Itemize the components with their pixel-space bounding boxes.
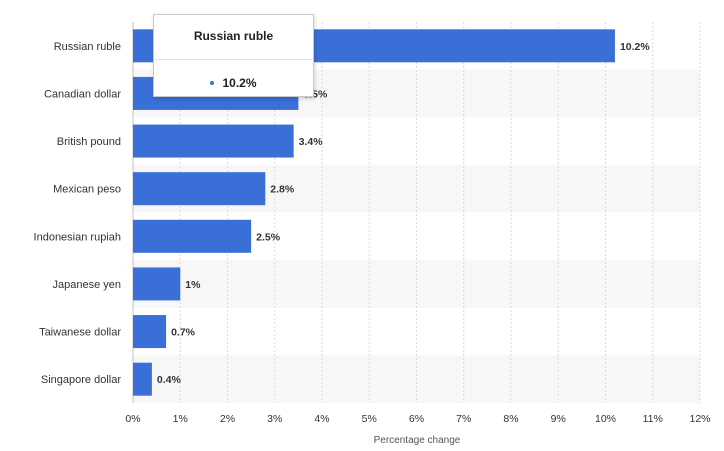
category-label: Singapore dollar: [41, 374, 121, 386]
x-tick-label: 12%: [689, 413, 710, 425]
tooltip-divider: [154, 59, 313, 60]
data-label: 3.4%: [299, 136, 324, 148]
category-label: Indonesian rupiah: [34, 231, 121, 243]
series-dot-icon: [210, 80, 215, 85]
x-tick-label: 2%: [220, 413, 235, 425]
tooltip-value-row: 10.2%: [154, 76, 313, 90]
x-tick-label: 10%: [595, 413, 616, 425]
x-tick-label: 9%: [551, 413, 566, 425]
x-tick-label: 7%: [456, 413, 471, 425]
tooltip-title: Russian ruble: [193, 29, 274, 43]
x-tick-label: 0%: [125, 413, 140, 425]
category-label: Japanese yen: [53, 279, 122, 291]
data-label: 2.8%: [270, 184, 295, 196]
data-label: 0.7%: [171, 327, 196, 339]
x-tick-labels: 0% 1% 2% 3% 4% 5% 6% 7% 8% 9% 10% 11% 12%: [125, 413, 710, 425]
x-tick-label: 3%: [267, 413, 282, 425]
category-label: British pound: [57, 136, 121, 148]
bar[interactable]: [133, 267, 181, 301]
bar[interactable]: [133, 362, 152, 396]
data-labels: 10.2%3.5%3.4%2.8%2.5%1%0.7%0.4%: [157, 41, 650, 386]
tooltip: Russian ruble 10.2%: [153, 14, 314, 97]
category-labels: Russian ruble Canadian dollar British poun…: [34, 41, 122, 386]
data-label: 2.5%: [256, 231, 281, 243]
data-label: 10.2%: [620, 41, 650, 53]
data-label: 1%: [185, 279, 201, 291]
x-tick-label: 6%: [409, 413, 424, 425]
x-tick-label: 5%: [362, 413, 377, 425]
category-label: Russian ruble: [54, 41, 121, 53]
x-axis-title: Percentage change: [374, 435, 461, 446]
bar[interactable]: [133, 219, 252, 253]
x-tick-label: 8%: [503, 413, 518, 425]
category-label: Mexican peso: [53, 184, 121, 196]
x-tick-label: 11%: [643, 413, 663, 425]
data-label: 0.4%: [157, 374, 182, 386]
bar[interactable]: [133, 124, 294, 158]
category-label: Taiwanese dollar: [39, 327, 121, 339]
bar[interactable]: [133, 172, 266, 206]
x-tick-label: 1%: [173, 413, 188, 425]
category-label: Canadian dollar: [44, 88, 121, 100]
x-tick-label: 4%: [314, 413, 329, 425]
bar[interactable]: [133, 315, 167, 349]
tooltip-value: 10.2%: [222, 76, 257, 90]
